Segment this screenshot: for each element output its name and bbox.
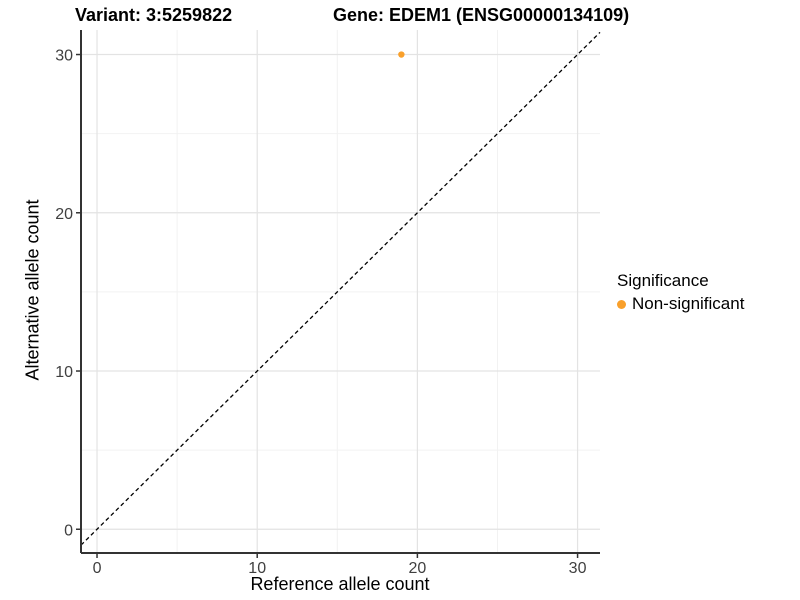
plot-title-variant: Variant: 3:5259822 — [75, 5, 233, 25]
data-point — [398, 51, 405, 58]
x-axis-label: Reference allele count — [250, 574, 430, 594]
y-tick-label: 0 — [64, 522, 73, 539]
x-tick-label: 20 — [408, 560, 426, 577]
identity-line — [80, 31, 601, 546]
y-tick-label: 30 — [55, 48, 73, 65]
y-tick-label: 20 — [55, 206, 73, 223]
legend: Significance Non-significant — [617, 271, 744, 314]
legend-title: Significance — [617, 271, 709, 290]
y-axis-label: Alternative allele count — [22, 199, 43, 381]
legend-item-label: Non-significant — [632, 294, 745, 313]
x-tick-label: 30 — [569, 560, 587, 577]
y-tick-label: 10 — [55, 364, 73, 381]
legend-item-non-significant: Non-significant — [617, 294, 744, 314]
x-tick-label: 0 — [93, 560, 102, 577]
legend-point-icon — [617, 299, 626, 309]
plot-title-gene: Gene: EDEM1 (ENSG00000134109) — [333, 5, 630, 25]
x-tick-label: 10 — [248, 560, 266, 577]
